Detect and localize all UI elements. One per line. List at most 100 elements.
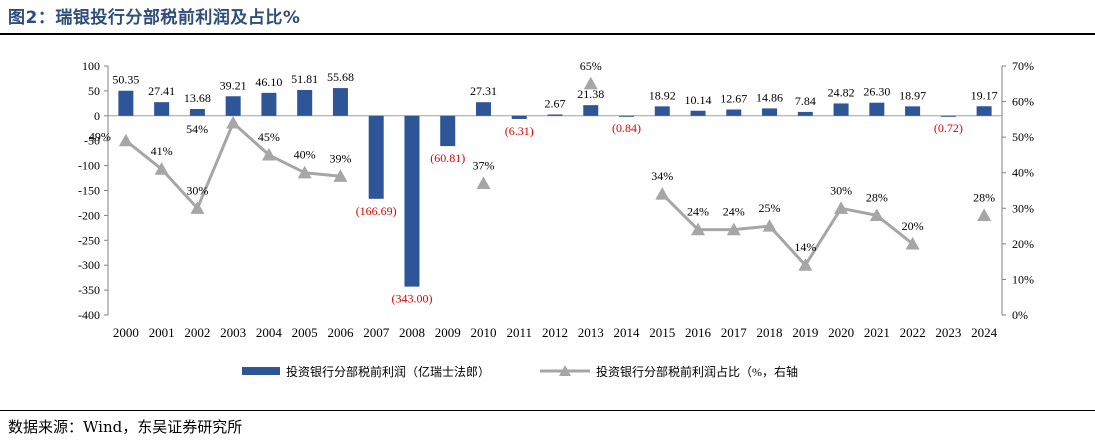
right-tick-label: 20% bbox=[1012, 237, 1034, 251]
bar-value-label: 21.38 bbox=[577, 87, 604, 101]
right-tick-label: 10% bbox=[1012, 272, 1034, 286]
bar bbox=[619, 115, 635, 117]
x-tick-label: 2022 bbox=[900, 325, 926, 340]
line-marker bbox=[726, 222, 741, 236]
line-value-label: 41% bbox=[151, 144, 173, 158]
bar bbox=[440, 115, 456, 147]
bar-value-label: 26.30 bbox=[863, 85, 890, 99]
line-value-label: 40% bbox=[294, 148, 316, 162]
line-segment bbox=[196, 122, 235, 209]
bar bbox=[368, 115, 384, 199]
x-tick-label: 2012 bbox=[542, 325, 568, 340]
x-tick-label: 2006 bbox=[327, 325, 354, 340]
bar-value-label: (6.31) bbox=[505, 124, 534, 138]
line-marker bbox=[655, 187, 670, 200]
line-marker bbox=[261, 147, 276, 161]
bar bbox=[976, 106, 992, 116]
bar bbox=[332, 88, 348, 116]
bar-value-label: 27.31 bbox=[470, 84, 497, 98]
bar-value-label: 27.41 bbox=[148, 84, 175, 98]
line-segment bbox=[733, 224, 770, 232]
bar bbox=[404, 115, 420, 287]
line-value-label: 30% bbox=[186, 183, 208, 197]
left-tick-label: -150 bbox=[78, 184, 100, 198]
legend-line-label: 投资银行分部税前利润占比（%，右轴 bbox=[596, 364, 798, 379]
legend-line-marker bbox=[559, 365, 571, 376]
x-tick-label: 2007 bbox=[363, 325, 390, 340]
line-value-label: 45% bbox=[258, 130, 280, 144]
right-tick-label: 70% bbox=[1012, 59, 1034, 73]
line-value-label: 30% bbox=[830, 183, 852, 197]
line-segment bbox=[160, 168, 199, 210]
x-tick-label: 2010 bbox=[470, 325, 496, 340]
bar-value-label: (0.72) bbox=[934, 121, 963, 135]
line-segment bbox=[804, 207, 843, 266]
left-tick-label: 50 bbox=[88, 84, 100, 98]
line-marker bbox=[583, 76, 598, 90]
bar bbox=[583, 105, 599, 116]
bar-value-label: (343.00) bbox=[391, 292, 432, 306]
bar bbox=[654, 106, 670, 116]
x-tick-label: 2003 bbox=[220, 325, 246, 340]
x-tick-label: 2004 bbox=[256, 325, 283, 340]
left-tick-label: 100 bbox=[82, 59, 100, 73]
left-tick-label: -300 bbox=[78, 258, 100, 272]
bar-value-label: 19.17 bbox=[971, 88, 998, 102]
bar-value-label: 12.67 bbox=[720, 91, 747, 105]
bar bbox=[511, 115, 527, 119]
x-tick-label: 2020 bbox=[828, 325, 854, 340]
left-tick-label: -400 bbox=[78, 308, 100, 322]
line-value-label: 14% bbox=[794, 240, 816, 254]
left-tick-label: -200 bbox=[78, 208, 100, 222]
line-value-label: 34% bbox=[651, 169, 673, 183]
x-tick-label: 2008 bbox=[399, 325, 425, 340]
bar bbox=[154, 102, 170, 116]
right-tick-label: 30% bbox=[1012, 201, 1034, 215]
bar-value-label: 50.35 bbox=[112, 73, 139, 87]
bar-value-label: 51.81 bbox=[291, 72, 318, 86]
x-tick-label: 2000 bbox=[113, 325, 139, 340]
line-value-label: 24% bbox=[723, 205, 745, 219]
bar-value-label: 18.97 bbox=[899, 88, 926, 102]
bar bbox=[726, 109, 742, 116]
bar bbox=[940, 115, 956, 117]
x-tick-label: 2015 bbox=[649, 325, 675, 340]
bar bbox=[690, 110, 706, 116]
line-marker bbox=[762, 219, 777, 232]
line-marker bbox=[476, 176, 491, 189]
bar-value-label: (166.69) bbox=[356, 204, 397, 218]
title-rule bbox=[0, 33, 1095, 35]
x-tick-label: 2016 bbox=[685, 325, 712, 340]
bar-value-label: 13.68 bbox=[184, 91, 211, 105]
right-tick-label: 40% bbox=[1012, 166, 1034, 180]
bar-value-label: 10.14 bbox=[685, 93, 712, 107]
figure-title: 图2：瑞银投行分部税前利润及占比% bbox=[8, 8, 301, 28]
line-segment bbox=[840, 206, 878, 217]
left-tick-label: -350 bbox=[78, 283, 100, 297]
bar-value-label: (0.84) bbox=[612, 121, 641, 135]
line-value-label: 54% bbox=[186, 122, 208, 136]
line-value-label: 37% bbox=[472, 158, 494, 172]
x-tick-label: 2024 bbox=[971, 325, 998, 340]
line-segment bbox=[268, 153, 306, 175]
line-marker bbox=[226, 115, 241, 129]
line-segment bbox=[768, 225, 807, 267]
bar-value-label: 55.68 bbox=[327, 70, 354, 84]
bar bbox=[869, 102, 885, 116]
line-marker bbox=[154, 162, 169, 175]
bar bbox=[547, 114, 563, 116]
source-rule bbox=[0, 410, 1095, 411]
line-marker bbox=[977, 208, 992, 221]
x-tick-label: 2011 bbox=[506, 325, 532, 340]
bar bbox=[762, 108, 778, 116]
line-marker bbox=[190, 201, 205, 214]
bar bbox=[261, 92, 277, 116]
line-value-label: 25% bbox=[759, 201, 781, 215]
line-value-label: 39% bbox=[329, 151, 351, 165]
line-marker bbox=[905, 236, 920, 250]
right-tick-label: 0% bbox=[1012, 308, 1028, 322]
bar bbox=[475, 102, 491, 116]
right-tick-label: 50% bbox=[1012, 130, 1034, 144]
x-tick-label: 2005 bbox=[292, 325, 318, 340]
line-marker bbox=[798, 258, 813, 271]
